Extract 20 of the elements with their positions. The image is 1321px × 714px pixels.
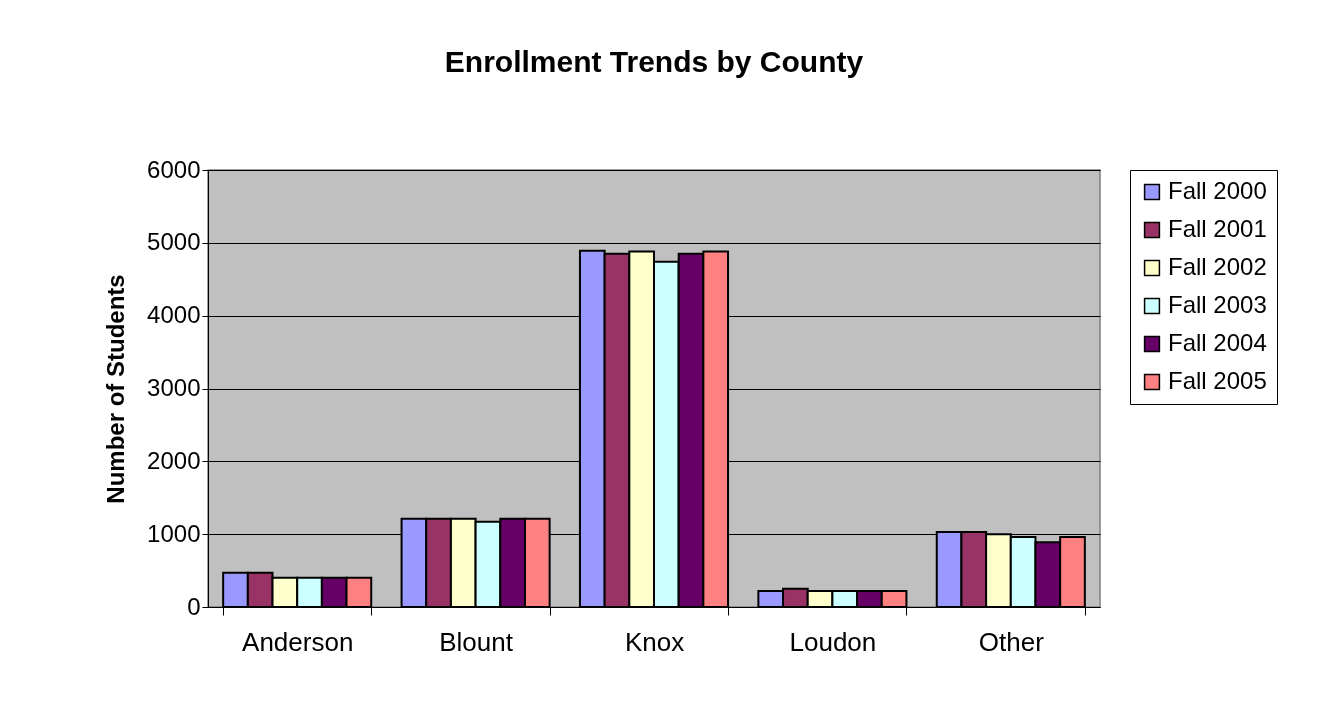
legend-label: Fall 2003	[1168, 291, 1267, 318]
y-tick-label: 1000	[147, 519, 201, 547]
legend-label: Fall 2002	[1168, 253, 1267, 280]
y-tick-label: 6000	[147, 155, 201, 183]
x-tick-label: Blount	[439, 626, 514, 657]
x-tick-label: Other	[978, 626, 1045, 657]
x-tick-label: Anderson	[242, 626, 354, 657]
legend-label: Fall 2001	[1168, 215, 1267, 242]
y-tick-label: 3000	[147, 374, 201, 401]
y-tick-label: 4000	[147, 301, 201, 329]
legend-label: Fall 2005	[1168, 367, 1267, 394]
x-tick-label: Knox	[624, 626, 685, 657]
legend-label: Fall 2004	[1168, 329, 1267, 356]
legend-label: Fall 2000	[1168, 177, 1267, 204]
y-axis-title: Number of Students	[102, 274, 130, 504]
y-tick-label: 5000	[147, 228, 201, 256]
x-tick-label: Loudon	[789, 626, 877, 657]
chart-title: Enrollment Trends by County	[444, 45, 864, 78]
y-tick-label: 2000	[147, 446, 201, 474]
y-tick-label: 0	[187, 592, 201, 620]
